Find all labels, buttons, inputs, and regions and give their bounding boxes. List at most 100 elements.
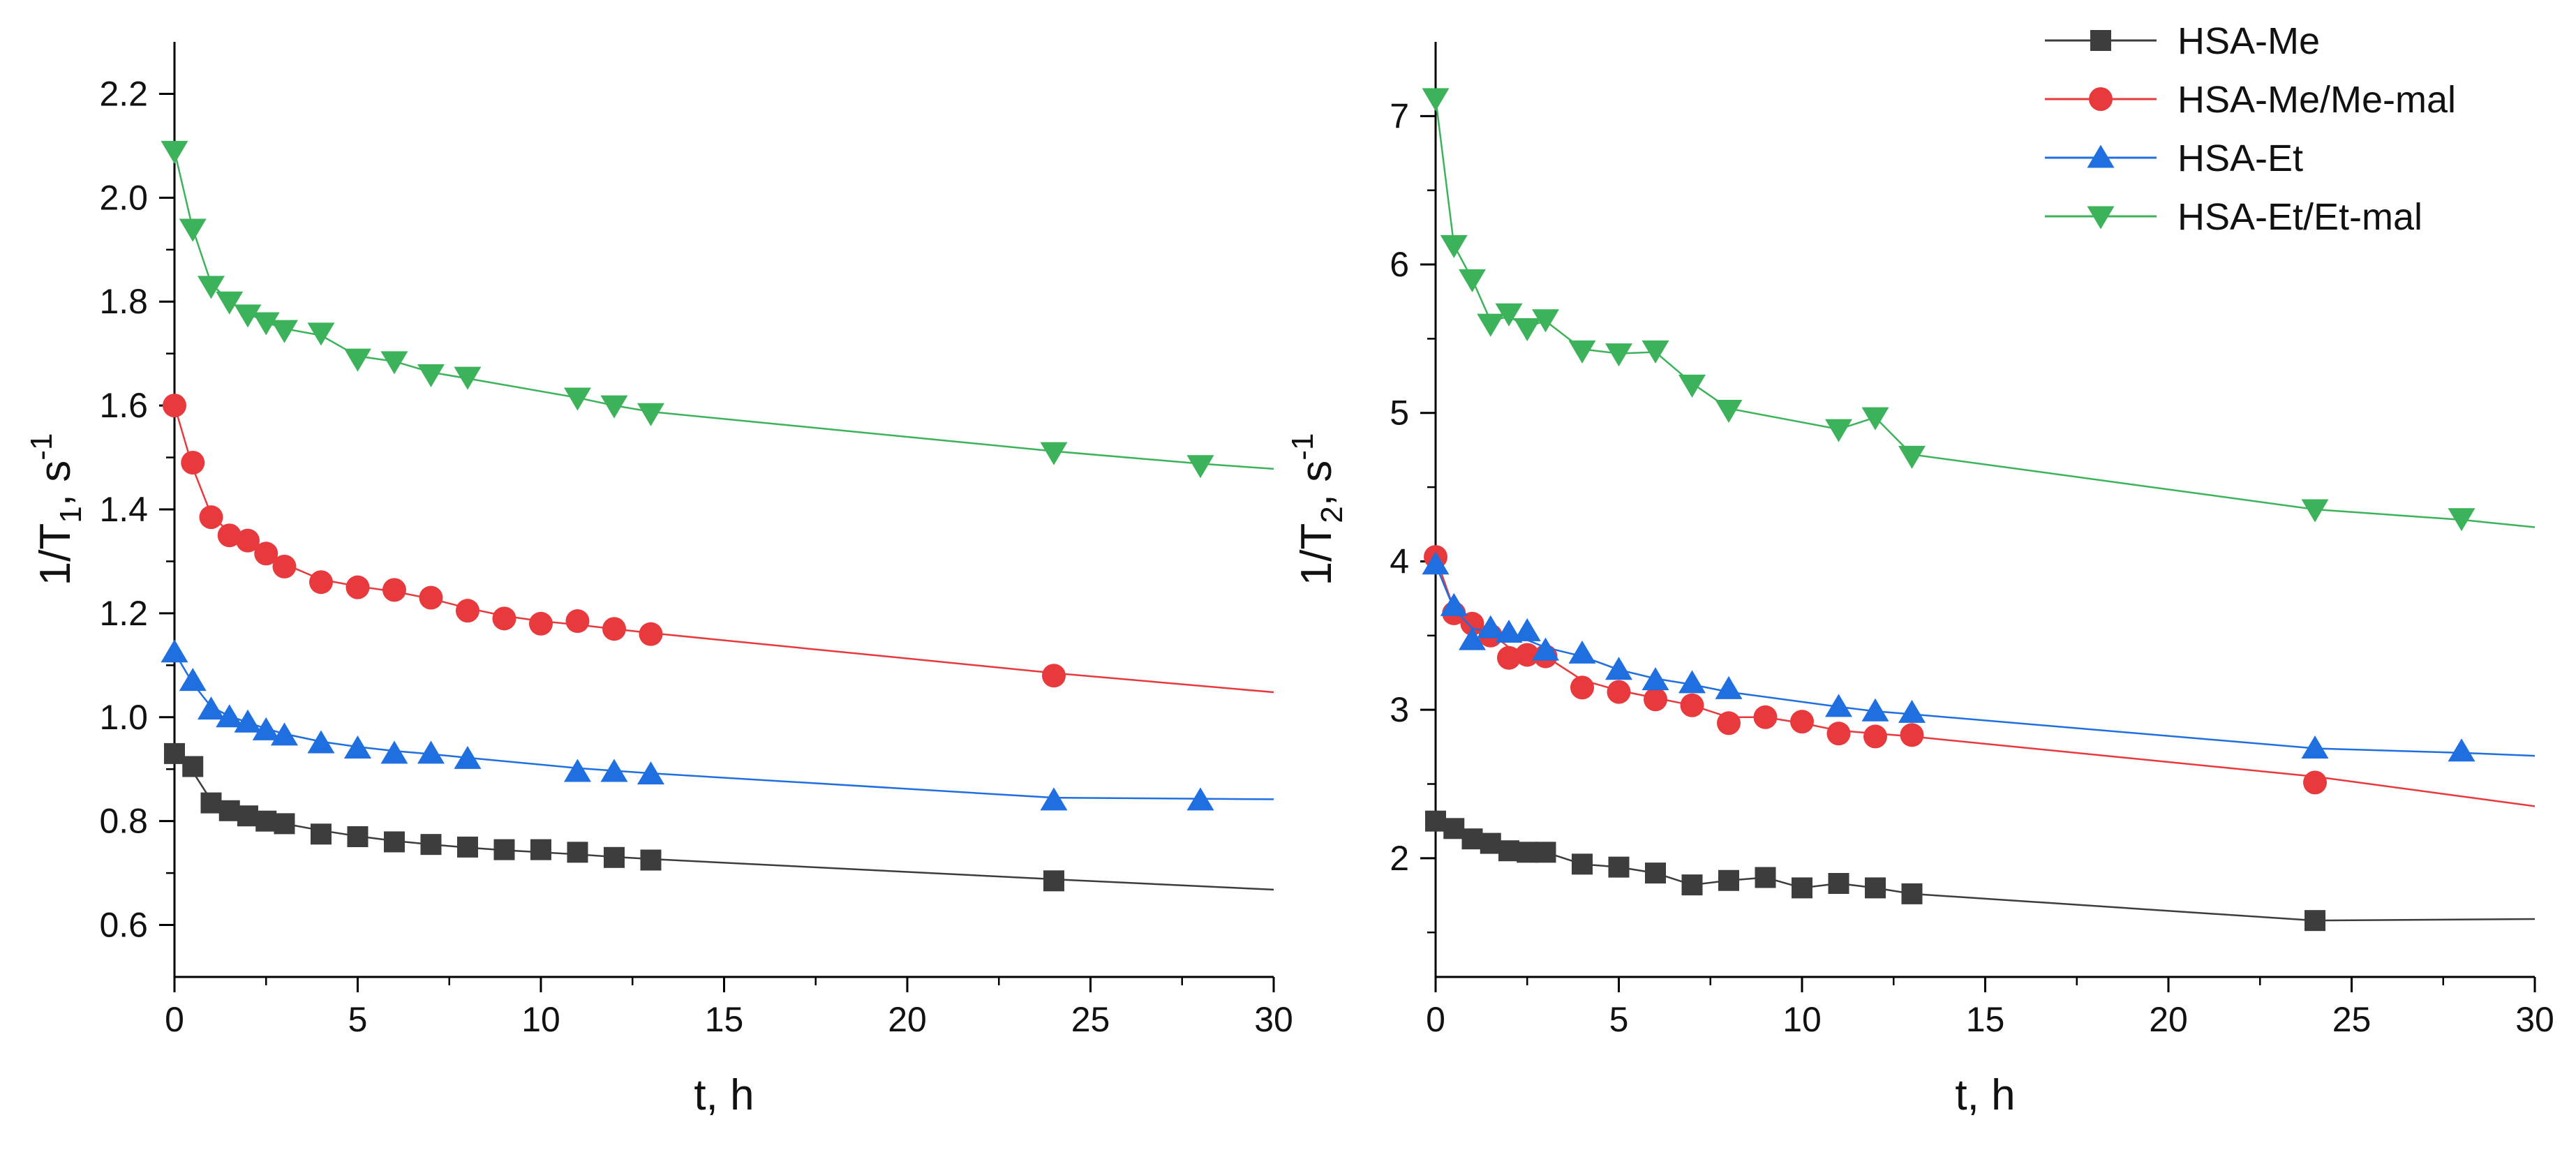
right-data-point-hsa-me — [1792, 877, 1812, 899]
right-data-point-hsa-me — [1480, 832, 1501, 854]
right-data-point-hsa-et — [2448, 738, 2476, 762]
left-data-point-hsa-et-et-mal — [637, 403, 664, 426]
left-data-point-hsa-me-me-mal — [382, 578, 406, 602]
right-data-point-hsa-et — [1440, 592, 1468, 616]
left-data-point-hsa-me — [347, 826, 368, 847]
left-data-point-hsa-me-me-mal — [254, 542, 278, 566]
left-data-point-hsa-me — [604, 846, 625, 868]
right-x-tick-label: 15 — [1966, 1000, 2005, 1039]
right-data-point-hsa-et — [1495, 620, 1523, 643]
left-data-point-hsa-et — [161, 639, 188, 663]
right-series-line-hsa-me-me-mal — [1434, 556, 2536, 807]
right-data-point-hsa-et-et-mal — [1440, 234, 1468, 258]
right-data-point-hsa-me-me-mal — [1863, 724, 1887, 749]
right-data-point-hsa-et-et-mal — [1459, 269, 1486, 292]
legend-label-hsa-et-et-mal: HSA-Et/Et-mal — [2177, 196, 2422, 238]
left-data-point-hsa-et — [216, 704, 244, 728]
right-data-point-hsa-me-me-mal — [1570, 675, 1594, 700]
right-data-point-hsa-et-et-mal — [1532, 309, 1559, 333]
right-data-point-hsa-et — [1825, 694, 1852, 717]
right-data-point-hsa-et — [1513, 618, 1541, 641]
left-data-point-hsa-me-me-mal — [309, 570, 333, 595]
right-data-point-hsa-me — [1828, 873, 1849, 894]
right-data-point-hsa-et — [1532, 637, 1559, 661]
left-data-point-hsa-et-et-mal — [161, 140, 188, 164]
right-data-point-hsa-me-me-mal — [1790, 710, 1814, 734]
right-series-line-hsa-me — [1435, 820, 2536, 922]
right-y-tick-label: 5 — [1390, 394, 1409, 433]
left-data-point-hsa-me — [567, 842, 588, 863]
right-x-tick-label: 30 — [2515, 1000, 2554, 1039]
right-data-point-hsa-me — [1608, 856, 1630, 878]
right-x-tick-label: 5 — [1609, 1000, 1629, 1039]
left-series-hsa-et-et-mal — [161, 140, 1274, 479]
right-data-point-hsa-me — [1461, 828, 1483, 850]
left-data-point-hsa-me — [384, 831, 405, 853]
right-series-hsa-et-et-mal — [1422, 88, 2536, 532]
left-x-tick-label: 10 — [521, 1000, 560, 1039]
left-data-point-hsa-et — [271, 722, 298, 746]
right-data-point-hsa-et — [1861, 698, 1889, 722]
left-data-point-hsa-me-me-mal — [272, 554, 297, 578]
left-data-point-hsa-et — [344, 735, 371, 759]
legend-label-hsa-me: HSA-Me — [2177, 20, 2320, 62]
left-data-point-hsa-me — [1043, 870, 1064, 892]
legend-marker-hsa-et-et-mal — [2087, 206, 2115, 230]
left-data-point-hsa-me-me-mal — [199, 505, 223, 530]
left-series-line-hsa-me-me-mal — [173, 405, 1274, 694]
left-data-point-hsa-me — [218, 800, 240, 821]
left-y-tick-label: 1.4 — [99, 490, 148, 529]
legend-marker-hsa-me-me-mal — [2089, 87, 2113, 111]
left-y-tick-label: 1.8 — [99, 282, 148, 321]
right-data-point-hsa-et-et-mal — [1715, 399, 1743, 423]
left-y-tick-label: 1.0 — [99, 698, 148, 737]
left-x-tick-label: 0 — [165, 1000, 184, 1039]
right-data-point-hsa-et-et-mal — [1605, 343, 1632, 367]
right-data-point-hsa-et-et-mal — [1898, 445, 1926, 469]
right-data-point-hsa-et-et-mal — [1422, 88, 1450, 112]
right-y-axis-title: 1/T2, s-1 — [1286, 433, 1349, 586]
right-x-tick-label: 10 — [1782, 1000, 1822, 1039]
left-data-point-hsa-me — [255, 810, 277, 832]
left-data-point-hsa-et — [179, 668, 207, 692]
left-data-point-hsa-me — [420, 834, 442, 856]
left-data-point-hsa-et — [198, 696, 225, 720]
legend-label-hsa-me-me-mal: HSA-Me/Me-mal — [2177, 79, 2456, 121]
left-data-point-hsa-et — [600, 759, 628, 782]
right-data-point-hsa-et-et-mal — [1495, 303, 1523, 327]
right-data-point-hsa-et-et-mal — [1477, 313, 1505, 337]
left-data-point-hsa-et-et-mal — [307, 322, 335, 346]
left-data-point-hsa-et-et-mal — [271, 320, 298, 343]
left-data-point-hsa-et — [252, 717, 280, 740]
right-data-point-hsa-et-et-mal — [1568, 340, 1596, 364]
right-data-point-hsa-et-et-mal — [1861, 407, 1889, 431]
right-data-point-hsa-me — [1645, 862, 1666, 884]
right-chart-panel: 0 5 10 15 20 25 30 2 3 4 5 6 7 t, h 1/T2, s-1 — [1286, 42, 2554, 1119]
left-data-point-hsa-me-me-mal — [1042, 664, 1066, 688]
right-data-point-hsa-et-et-mal — [1641, 340, 1669, 364]
right-series-hsa-me-me-mal — [1424, 545, 2536, 807]
left-y-tick-label: 1.6 — [99, 386, 148, 425]
left-data-point-hsa-et-et-mal — [216, 291, 244, 315]
right-data-point-hsa-et — [1641, 667, 1669, 691]
left-data-point-hsa-me — [530, 839, 551, 860]
left-data-point-hsa-me-me-mal — [236, 528, 260, 553]
legend-marker-hsa-et — [2087, 144, 2115, 168]
right-data-point-hsa-me — [1718, 869, 1739, 891]
right-data-point-hsa-me-me-mal — [1717, 711, 1741, 735]
legend-label-hsa-et: HSA-Et — [2177, 137, 2303, 179]
right-data-point-hsa-et — [2301, 735, 2329, 759]
left-data-point-hsa-et — [234, 709, 262, 733]
left-data-point-hsa-me — [640, 849, 662, 871]
right-y-tick-label: 6 — [1390, 245, 1409, 284]
left-series-hsa-me-me-mal — [163, 394, 1274, 694]
right-data-point-hsa-et — [1477, 615, 1505, 639]
legend-marker-hsa-me — [2090, 30, 2111, 51]
right-series-hsa-et — [1422, 551, 2536, 762]
left-data-point-hsa-et — [380, 740, 408, 764]
right-data-point-hsa-me — [1865, 877, 1886, 899]
left-data-point-hsa-me-me-mal — [639, 622, 663, 646]
left-data-point-hsa-me — [182, 756, 204, 777]
left-data-point-hsa-me — [237, 805, 258, 827]
left-data-point-hsa-et — [1040, 787, 1068, 811]
